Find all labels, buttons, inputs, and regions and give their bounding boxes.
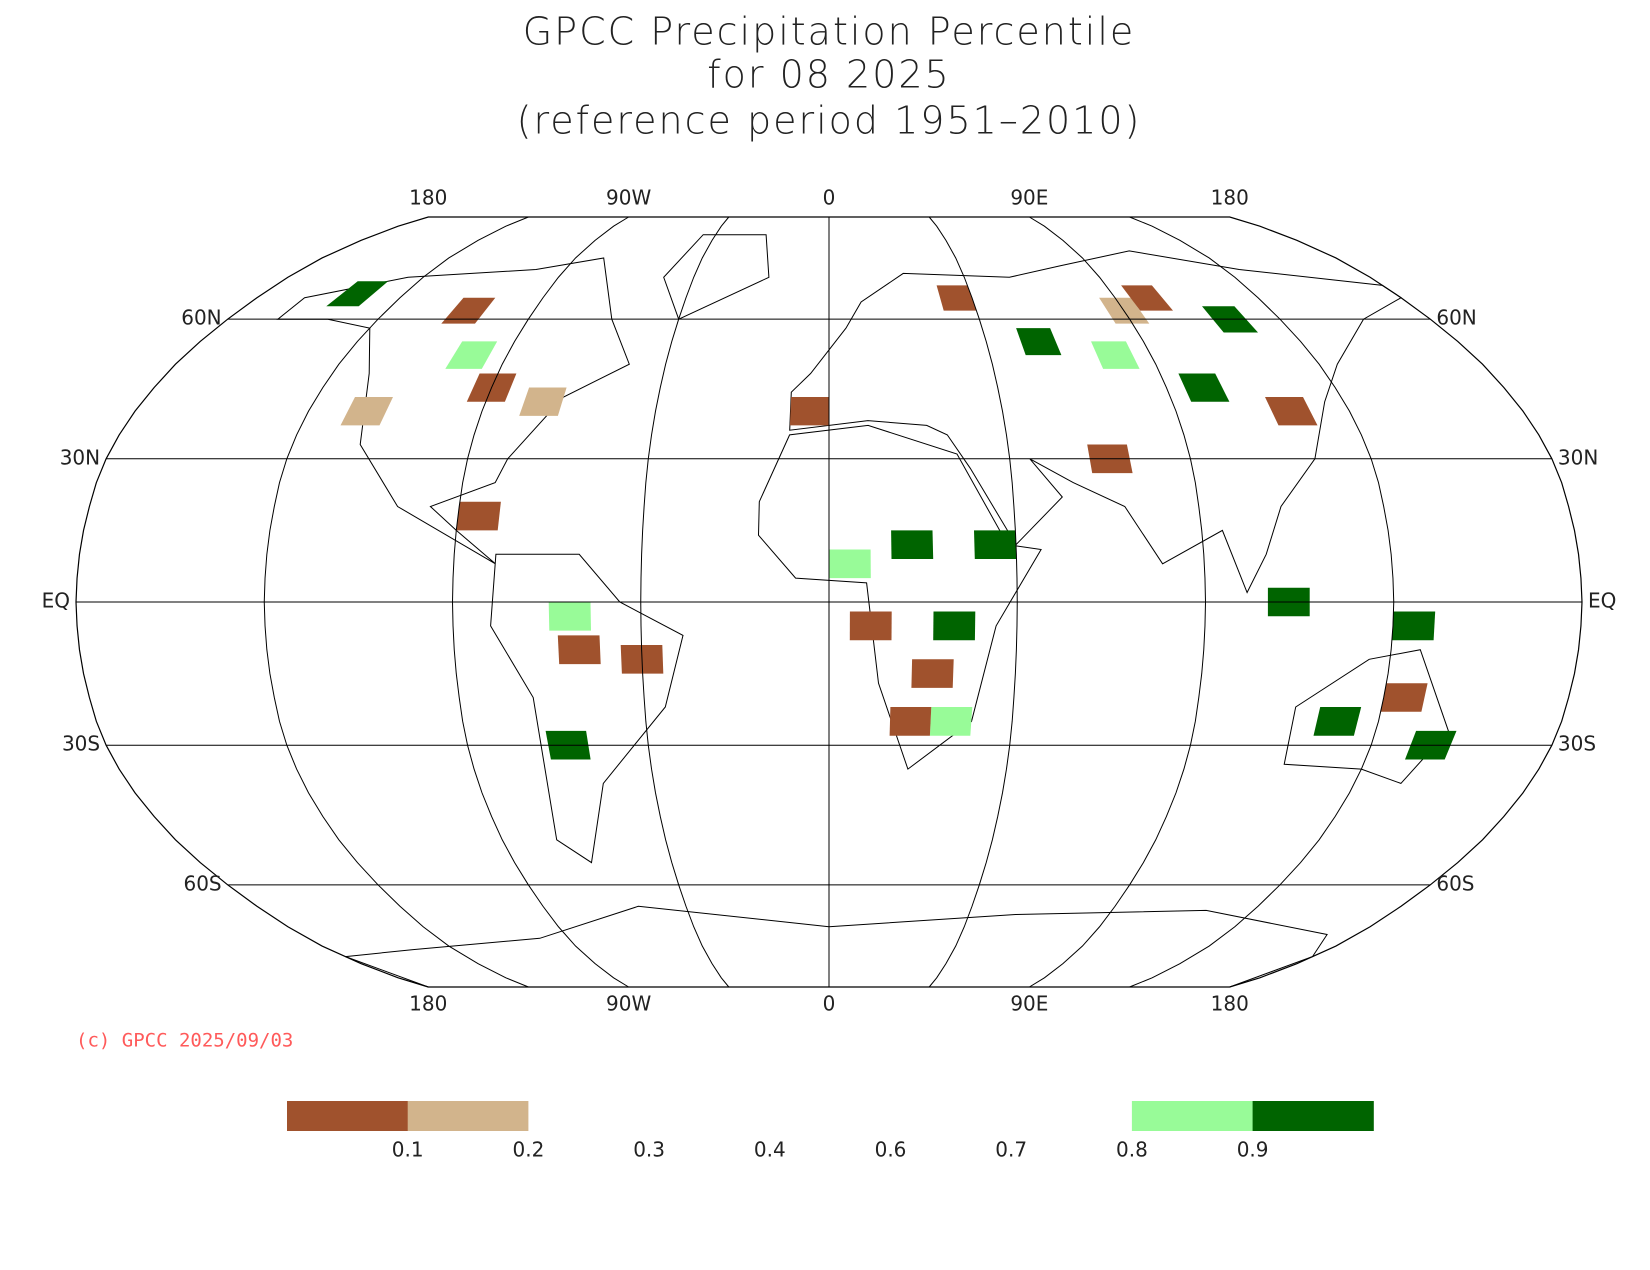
lon-label: 90E xyxy=(1010,186,1048,210)
lon-label: 90W xyxy=(606,992,651,1016)
legend-label: 0.2 xyxy=(512,1138,544,1162)
shaded-patch xyxy=(891,530,934,559)
lon-label: 0 xyxy=(823,992,836,1016)
shaded-patch xyxy=(1178,373,1230,402)
legend-swatch xyxy=(1252,1101,1374,1131)
lon-label: 180 xyxy=(409,186,447,210)
shaded-patch xyxy=(456,501,501,531)
lon-label: 90W xyxy=(606,186,651,210)
shaded-patch xyxy=(829,549,871,579)
legend-label: 0.7 xyxy=(995,1138,1027,1162)
shaded-patch xyxy=(936,285,977,311)
legend-label: 0.8 xyxy=(1116,1138,1148,1162)
shaded-patch xyxy=(933,611,976,641)
shaded-patch xyxy=(1121,285,1173,311)
lat-label: 60N xyxy=(181,306,221,330)
shaded-patch xyxy=(340,397,393,426)
lat-label: 60S xyxy=(1436,871,1474,895)
meridian xyxy=(1029,216,1207,988)
lon-label: 180 xyxy=(1211,186,1249,210)
legend-swatch xyxy=(769,1101,891,1131)
land xyxy=(490,553,684,864)
lon-label: 180 xyxy=(1211,992,1249,1016)
legend-swatch xyxy=(287,1101,409,1131)
lat-label: EQ xyxy=(42,589,70,613)
meridian xyxy=(640,216,730,988)
lat-label: 30S xyxy=(62,732,100,756)
lon-label: 90E xyxy=(1010,992,1048,1016)
legend-swatch xyxy=(528,1101,650,1131)
shaded-patch xyxy=(1091,341,1140,369)
shaded-patch xyxy=(974,530,1017,559)
shaded-patch xyxy=(1391,611,1436,641)
meridian xyxy=(928,216,1018,988)
legend-swatch xyxy=(407,1101,529,1131)
shaded-patch xyxy=(557,635,601,665)
shaded-patch xyxy=(1313,707,1362,736)
legend-swatch xyxy=(1131,1101,1254,1131)
shaded-patch xyxy=(548,602,591,631)
lon-label: 0 xyxy=(823,186,836,210)
lat-label: 30S xyxy=(1558,732,1596,756)
legend-swatch xyxy=(890,1101,1012,1131)
lat-label: 60N xyxy=(1436,306,1476,330)
lat-label: EQ xyxy=(1588,589,1616,613)
legend-label: 0.6 xyxy=(875,1138,907,1162)
credit: (c) GPCC 2025/09/03 xyxy=(76,1030,293,1052)
legend-label: 0.3 xyxy=(633,1138,665,1162)
lat-label: 60S xyxy=(183,871,221,895)
title-line: for 08 2025 xyxy=(707,53,950,97)
shaded-patch xyxy=(441,297,496,324)
legend-swatch xyxy=(649,1101,771,1131)
shaded-patch xyxy=(911,659,954,688)
shaded-patch xyxy=(1380,683,1428,712)
legend-label: 0.1 xyxy=(392,1138,424,1162)
lat-label: 30N xyxy=(60,445,100,469)
meridian xyxy=(1129,216,1395,988)
lat-label: 30N xyxy=(1558,445,1598,469)
title-line: GPCC Precipitation Percentile xyxy=(523,10,1136,54)
meridian xyxy=(451,216,629,988)
shaded-patch xyxy=(849,611,892,641)
shaded-patch xyxy=(445,341,498,369)
shaded-patch xyxy=(1016,328,1062,356)
shaded-patch xyxy=(326,281,389,307)
meridian xyxy=(263,216,529,988)
shaded-patch xyxy=(889,707,932,736)
shaded-patch xyxy=(1265,397,1318,426)
shaded-patch xyxy=(519,387,567,416)
legend-label: 0.9 xyxy=(1237,1138,1269,1162)
legend-swatch xyxy=(1011,1101,1133,1131)
lon-label: 180 xyxy=(409,992,447,1016)
map-outline xyxy=(75,216,1583,988)
legend-label: 0.4 xyxy=(754,1138,786,1162)
shaded-patch xyxy=(929,707,973,736)
legend: 0.1 0.2 0.3 0.4 0.6 0.7 0.8 0.9 xyxy=(287,1101,1374,1162)
land xyxy=(663,234,770,320)
map: 180 180 90W 90W 0 0 90E 90E 180 180 60N 60N 30N 30N EQ… xyxy=(42,186,1617,1016)
shaded-patch xyxy=(789,397,829,426)
title-line: (reference period 1951–2010) xyxy=(517,99,1142,143)
